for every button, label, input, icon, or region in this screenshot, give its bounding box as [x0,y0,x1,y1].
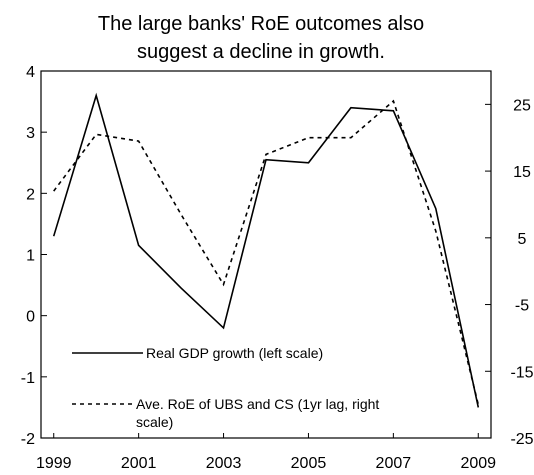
left-axis-tick-label: 0 [26,309,35,326]
series-line-gdp-growth [52,92,480,408]
chart-title-line-1: The large banks' RoE outcomes also [98,13,424,35]
x-axis-tick-label: 2005 [291,455,327,472]
right-axis-tick-label: 15 [513,164,531,181]
left-axis-tick-label: 4 [26,64,35,81]
x-axis-tick-label: 2009 [460,455,496,472]
left-axis-tick-label: -1 [21,370,35,387]
x-axis-tick-label: 1999 [36,455,72,472]
right-axis-tick-label: 25 [513,97,531,114]
chart-title-line-2: suggest a decline in growth. [137,41,385,63]
legend: Real GDP growth (left scale) Ave. RoE of… [72,345,379,430]
x-axis-tick-label: 2001 [121,455,157,472]
left-axis-tick-label: -2 [21,431,35,448]
left-axis-tick-label: 3 [26,125,35,142]
right-axis-tick-label: -25 [510,431,533,448]
right-axis-tick-label: -15 [510,364,533,381]
left-axis-tick-label: 2 [26,186,35,203]
right-axis-tick-label: 5 [518,231,527,248]
x-axis-tick-label: 2003 [206,455,242,472]
left-axis-tick-label: 1 [26,248,35,265]
right-axis-tick-label: -5 [515,298,529,315]
chart-title: The large banks' RoE outcomes also sugge… [98,13,424,63]
left-axis: -2 -1 0 1 2 3 4 [21,64,47,448]
right-axis: -25 -15 -5 5 15 25 [485,97,534,448]
legend-label-gdp: Real GDP growth (left scale) [146,345,323,361]
legend-label-roe-line-2: scale) [136,414,173,430]
x-axis: 1999 2001 2003 2005 2007 2009 [36,433,496,472]
plot-frame [40,70,492,439]
legend-label-roe-line-1: Ave. RoE of UBS and CS (1yr lag, right [136,396,379,412]
x-axis-tick-label: 2007 [376,455,412,472]
series-line-bank-roe [53,99,480,405]
series-layer [52,92,480,408]
